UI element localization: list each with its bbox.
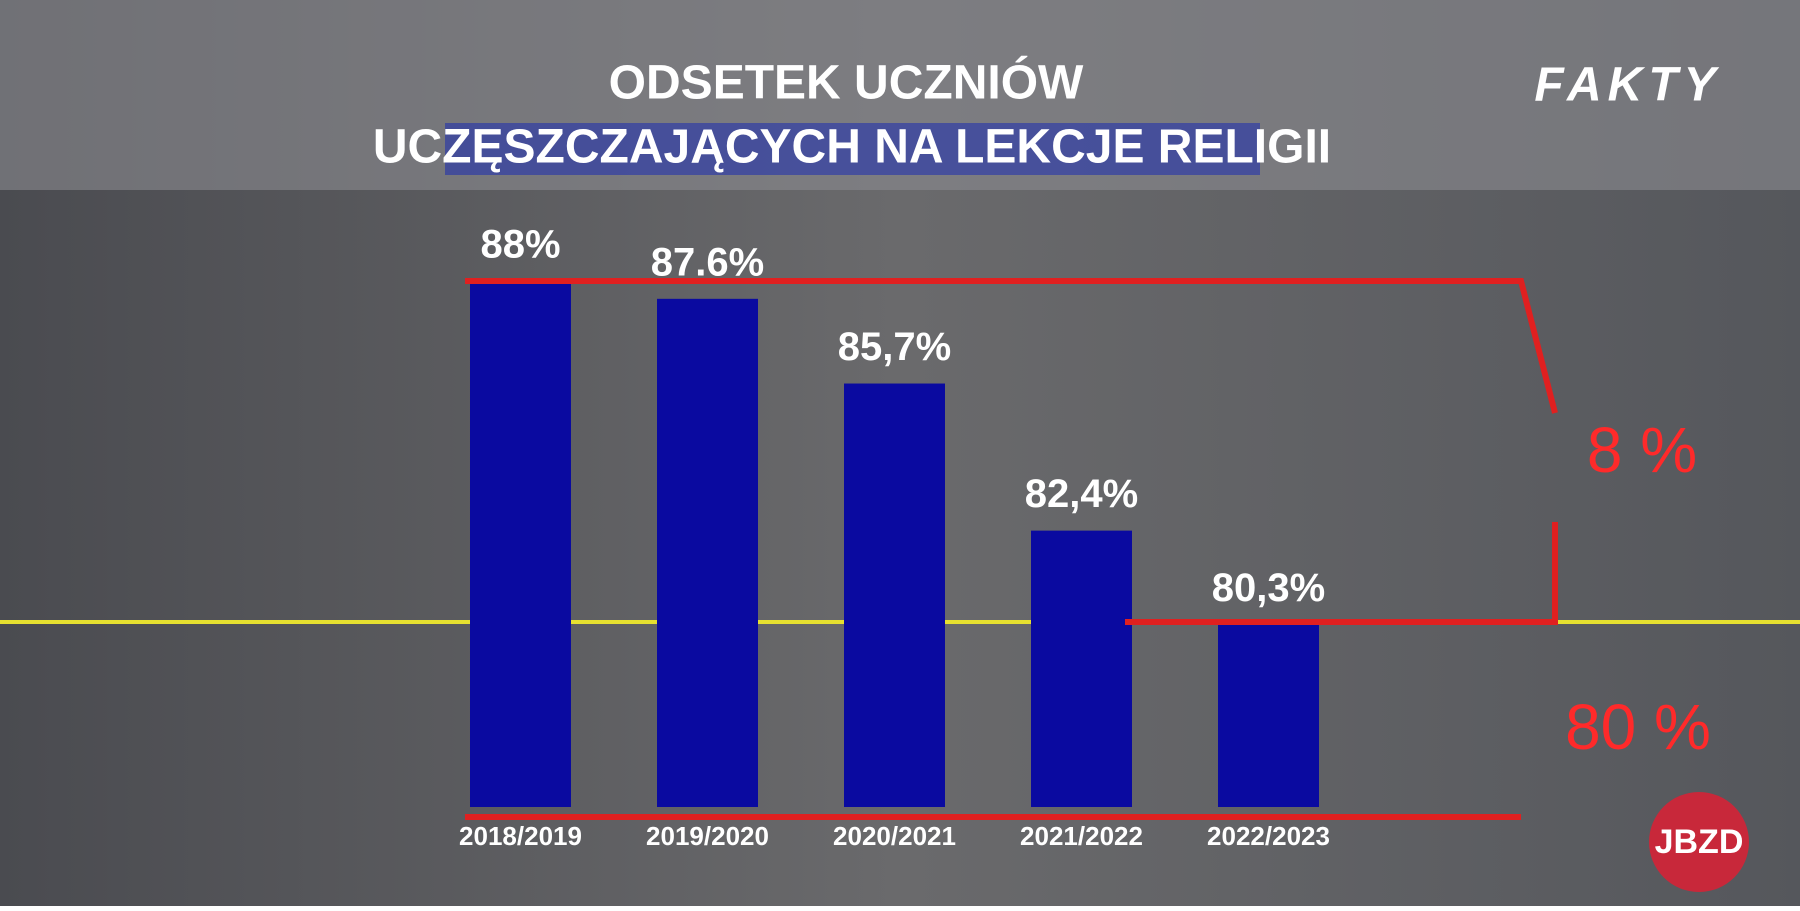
- x-tick-label: 2022/2023: [1207, 821, 1330, 851]
- chart-title: ODSETEK UCZNIÓW: [609, 55, 1084, 110]
- bar: [657, 298, 758, 807]
- value-label: 88%: [480, 223, 560, 267]
- annotation: 80 %: [1565, 691, 1711, 763]
- x-tick-label: 2020/2021: [833, 821, 956, 851]
- logo: FAKTY: [1534, 59, 1721, 112]
- value-label: 87.6%: [651, 240, 764, 284]
- watermark: JBZD: [1655, 823, 1744, 861]
- watermark-badge: [1649, 792, 1749, 892]
- bar: [470, 281, 571, 807]
- plot: 88% 2018/2019 87.6% 2019/2020 85,7% 2020/2021…: [459, 223, 1558, 851]
- bar: [844, 383, 945, 807]
- annotation: 8 %: [1587, 414, 1697, 486]
- red-bracket: [1125, 522, 1558, 625]
- value-label: 80,3%: [1212, 566, 1325, 610]
- red-bracket: [465, 278, 1558, 414]
- bar: [1031, 530, 1132, 807]
- value-label: 85,7%: [838, 325, 951, 369]
- x-tick-label: 2018/2019: [459, 821, 582, 851]
- bar: [1218, 624, 1319, 807]
- value-label: 82,4%: [1025, 472, 1138, 516]
- x-tick-label: 2019/2020: [646, 821, 769, 851]
- chart-subtitle: UCZĘSZCZAJĄCYCH NA LEKCJE RELIGII: [373, 121, 1331, 174]
- subtitle-highlight: [445, 123, 1260, 175]
- x-tick-label: 2021/2022: [1020, 821, 1143, 851]
